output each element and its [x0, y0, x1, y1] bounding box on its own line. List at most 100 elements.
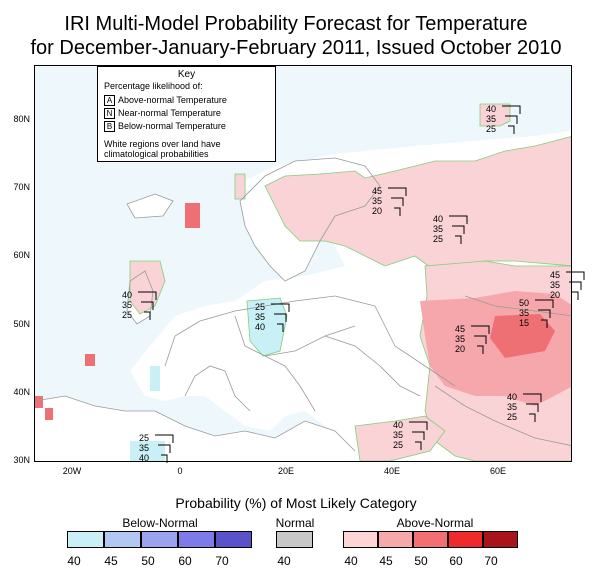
legend-below-swatch-3 [178, 531, 215, 548]
stack-north-russia-box-1 [391, 197, 404, 206]
stack-far-east-boxes [566, 271, 585, 300]
stack-central-europe-box-0 [271, 303, 290, 312]
legend-below-label: Below-Normal [122, 516, 198, 530]
stack-arabia-value-2: 25 [507, 412, 518, 422]
stack-arabia-box-2 [529, 413, 536, 422]
stack-arabia: 40 35 25 [507, 392, 547, 428]
stack-north-barents-box-0 [502, 105, 521, 114]
stack-west-siberia-box-2 [455, 235, 462, 244]
lat-label-70n: 70N [13, 182, 30, 192]
stack-central-europe-boxes [271, 303, 290, 332]
legend-below-swatch-1 [104, 531, 141, 548]
legend-normal-swatch [276, 531, 313, 548]
legend-below-tick-4: 70 [215, 554, 229, 568]
lon-label-40e: 40E [383, 466, 400, 476]
key-subtitle: Percentage likelihood of: [104, 81, 203, 91]
land-iceland [127, 194, 173, 218]
legend-above-swatch-1 [378, 531, 413, 548]
legend-above-tick-2: 50 [414, 554, 428, 568]
stack-arabia-boxes [523, 393, 542, 422]
key-row-near: N Near-normal Temperature [104, 108, 221, 120]
stack-iran-afghanistan-value-1: 35 [393, 430, 404, 440]
stack-caspian-value-1: 35 [455, 334, 466, 344]
stack-central-asia-box-1 [538, 309, 551, 318]
stack-central-asia: 50 35 15 [519, 298, 559, 334]
stack-north-russia-value-0: 45 [372, 186, 383, 196]
shade-northwest-sea [129, 260, 166, 315]
shade-atlantic-3 [45, 408, 53, 420]
legend-below-tick-2: 50 [141, 554, 155, 568]
legend-above-label: Above-Normal [396, 516, 474, 530]
legend-below-tick-0: 40 [67, 554, 81, 568]
stack-north-russia-boxes [388, 187, 407, 216]
legend-above-tick-3: 60 [449, 554, 463, 568]
key-label-below: Below-normal Temperature [118, 121, 226, 131]
map-key: Key Percentage likelihood of: A Above-nor… [97, 66, 276, 162]
stack-far-east-value-2: 20 [550, 290, 561, 300]
stack-far-east-box-0 [566, 271, 585, 280]
lon-label-0: 0 [177, 466, 183, 476]
land-africa [35, 396, 370, 461]
stack-british-isles-box-2 [144, 311, 151, 320]
lon-label-20w: 20W [62, 466, 82, 476]
stack-north-africa-box-1 [158, 444, 171, 453]
shade-north-russia [264, 136, 571, 272]
lon-label-20e: 20E [277, 466, 294, 476]
key-title: Key [177, 69, 196, 80]
legend-below-swatch-4 [215, 531, 252, 548]
shade-atlantic-2 [35, 396, 43, 408]
stack-iran-afghanistan-value-2: 25 [393, 440, 404, 450]
stack-north-africa-box-2 [161, 454, 168, 463]
stack-central-europe: 25 35 40 [255, 302, 295, 338]
lon-label-60e: 60E [489, 466, 506, 476]
shade-norway-sea [185, 203, 200, 228]
key-note-line2: climatological probabilities [104, 149, 209, 159]
stack-iran-afghanistan-box-2 [415, 441, 422, 450]
stack-caspian-box-1 [474, 335, 487, 344]
key-row-below: B Below-normal Temperature [104, 121, 226, 133]
stack-british-isles-value-1: 35 [122, 300, 133, 310]
stack-north-barents-box-2 [508, 125, 515, 134]
stack-iran-afghanistan-box-1 [412, 431, 425, 440]
key-note-line1: White regions over land have [104, 139, 221, 149]
stack-north-russia-box-0 [388, 187, 407, 196]
map-title-line1: IRI Multi-Model Probability Forecast for… [64, 13, 528, 35]
stack-west-siberia-value-2: 25 [433, 234, 444, 244]
shade-atlantic-1 [85, 354, 95, 366]
stack-north-africa-value-0: 25 [139, 433, 150, 443]
key-letter-a: A [104, 95, 115, 107]
stack-british-isles-value-0: 40 [122, 290, 133, 300]
stack-british-isles-value-2: 25 [122, 310, 133, 320]
stack-caspian-value-2: 20 [455, 344, 466, 354]
key-label-near: Near-normal Temperature [118, 108, 221, 118]
stack-central-europe-box-1 [274, 313, 287, 322]
stack-british-isles-boxes [138, 291, 157, 320]
stack-central-europe-value-0: 25 [255, 302, 266, 312]
stack-arabia-value-1: 35 [507, 402, 518, 412]
stack-central-europe-value-2: 40 [255, 322, 266, 332]
stack-north-russia-box-2 [394, 207, 401, 216]
stack-caspian-box-2 [477, 345, 484, 354]
stack-north-russia: 45 35 20 [372, 186, 412, 222]
legend-above-tick-1: 45 [379, 554, 393, 568]
stack-far-east-box-2 [572, 291, 579, 300]
key-label-above: Above-normal Temperature [118, 95, 227, 105]
stack-british-isles-box-0 [138, 291, 157, 300]
shade-middle-east [354, 415, 446, 461]
stack-arabia-value-0: 40 [507, 392, 518, 402]
legend-below-swatch-2 [141, 531, 178, 548]
shade-central-europe [246, 297, 288, 357]
legend-normal-label: Normal [275, 516, 315, 530]
stack-north-barents: 40 35 25 [486, 104, 526, 140]
key-row-above: A Above-normal Temperature [104, 95, 227, 107]
legend-normal-tick-0: 40 [277, 554, 291, 568]
stack-caspian-value-0: 45 [455, 324, 466, 334]
stack-north-africa-value-2: 40 [139, 453, 150, 463]
lat-label-80n: 80N [13, 114, 30, 124]
stack-west-siberia: 40 35 25 [433, 214, 473, 250]
stack-caspian: 45 35 20 [455, 324, 495, 360]
legend-above-swatch-4 [483, 531, 518, 548]
map-title-line2: for December-January-February 2011, Issu… [30, 37, 562, 59]
stack-north-africa-box-0 [155, 434, 174, 443]
stack-central-europe-box-2 [277, 323, 284, 332]
